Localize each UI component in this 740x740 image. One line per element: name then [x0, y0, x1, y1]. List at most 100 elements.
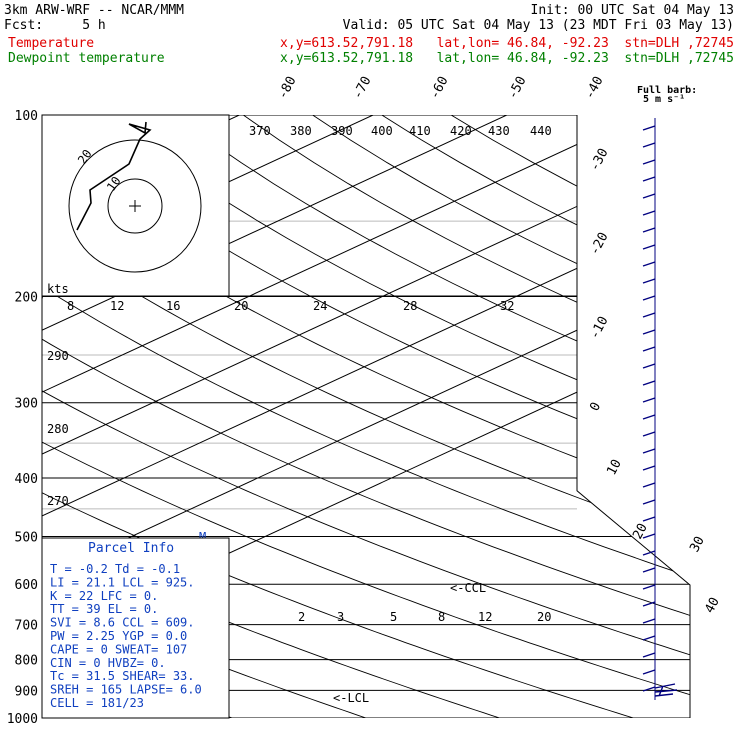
hodo-ring-10 [107, 178, 163, 234]
dry-adiabat [42, 115, 690, 718]
mixing-ratio-label: 20 [537, 610, 551, 624]
wind-barb [642, 278, 656, 284]
temperature-line [0, 115, 5, 485]
wind-barb [642, 193, 656, 199]
hodo-speed-label: 8 [67, 299, 74, 313]
plot-frame-right [576, 115, 691, 718]
wind-barb [642, 499, 656, 505]
theta-label: 380 [290, 124, 312, 138]
isotherm-label: -20 [587, 230, 611, 258]
wind-barb [642, 635, 656, 641]
isotherm-label: 10 [604, 457, 625, 478]
hodograph-trace [76, 121, 152, 231]
parcel-info-row: CAPE = 0 SWEAT= 107 [50, 642, 187, 656]
wind-barb [642, 686, 656, 692]
isobar-label: 800 [15, 654, 38, 669]
theta-label: 390 [331, 124, 353, 138]
isobar-label: 500 [15, 530, 38, 545]
theta-label: 370 [249, 124, 271, 138]
isotherm-label: 30 [687, 534, 708, 555]
isotherm-label: -10 [587, 314, 611, 342]
parcel-info-row: CELL = 181/23 [50, 696, 144, 710]
dry-adiabat [381, 115, 690, 718]
isotherm-line [42, 115, 690, 718]
hodo-speed-unit: kts [47, 282, 69, 296]
isobar-label: 100 [15, 109, 38, 124]
wind-barb [642, 567, 656, 573]
wind-barb-column [642, 118, 678, 700]
temperature-legend: Temperature [8, 36, 95, 51]
parcel-info-frame [41, 537, 230, 719]
theta-side-label: 270 [47, 494, 69, 508]
wind-barb [642, 669, 656, 675]
hodo-ring-label: 10 [104, 174, 124, 194]
mixing-ratio-label: 12 [478, 610, 492, 624]
dry-adiabat [450, 115, 690, 718]
parcel-info-row: CIN = 0 HVBZ= 0. [50, 656, 166, 670]
isotherm-label: 0 [587, 400, 604, 414]
wind-barb [642, 601, 656, 607]
isotherm-line [42, 115, 690, 718]
hodo-speed-label: 12 [110, 299, 124, 313]
wind-barb-surface [654, 683, 678, 697]
isobar-label: 1000 [7, 712, 38, 727]
dry-adiabat [42, 115, 367, 718]
dry-adiabat [42, 115, 690, 718]
model-title: 3km ARW-WRF -- NCAR/MMM [4, 3, 185, 18]
mixing-ratio-label: 2 [298, 610, 305, 624]
wind-barb [642, 312, 656, 318]
isobar-label: 400 [15, 472, 38, 487]
wind-barb [642, 227, 656, 233]
wind-barb [642, 210, 656, 216]
theta-side-label: 290 [47, 349, 69, 363]
hodo-ring-20 [68, 139, 202, 273]
wind-barb [642, 516, 656, 522]
wind-barb [642, 363, 656, 369]
parcel-info-row: PW = 2.25 YGP = 0.0 [50, 629, 187, 643]
isobar-label: 700 [15, 619, 38, 634]
wind-barb [642, 142, 656, 148]
hodo-speed-label: 20 [234, 299, 248, 313]
wind-barb [642, 618, 656, 624]
hodo-speed-label: 32 [500, 299, 514, 313]
forecast-hour: Fcst: 5 h [4, 18, 106, 33]
m-marker: M [199, 530, 206, 544]
hodo-speed-label: 28 [403, 299, 417, 313]
theta-label: 420 [450, 124, 472, 138]
wind-barb [642, 448, 656, 454]
dewpoint-legend: Dewpoint temperature [8, 51, 165, 66]
isotherm-line [42, 115, 641, 718]
isotherm-label: -60 [427, 74, 451, 102]
wind-barb [642, 329, 656, 335]
barb-legend: Full barb: 5 m s⁻¹ [637, 85, 697, 105]
dry-adiabat [42, 115, 690, 718]
wind-barb [642, 346, 656, 352]
isotherm-label: -30 [587, 146, 611, 174]
isotherm-line [42, 115, 508, 718]
dry-adiabat [42, 115, 690, 718]
theta-label: 410 [409, 124, 431, 138]
parcel-info-row: SVI = 8.6 CCL = 609. [50, 616, 195, 630]
wind-barb [642, 533, 656, 539]
parcel-info-row: T = -0.2 Td = -0.1 [50, 562, 180, 576]
wind-barb [642, 482, 656, 488]
wind-barb [642, 380, 656, 386]
dry-adiabat [104, 115, 690, 718]
theta-label: 400 [371, 124, 393, 138]
hodo-ring-label: 20 [75, 147, 95, 167]
parcel-info-row: K = 22 LFC = 0. [50, 589, 158, 603]
init-time: Init: 00 UTC Sat 04 May 13 [530, 3, 735, 18]
isotherm-label: 20 [630, 521, 651, 542]
wind-barb [642, 652, 656, 658]
dry-adiabat [312, 115, 690, 718]
isobar-label: 300 [15, 397, 38, 412]
wind-barb [642, 125, 656, 131]
isobar-label: 600 [15, 578, 38, 593]
dry-adiabat [243, 115, 690, 718]
wind-barb [642, 397, 656, 403]
parcel-info-row: Tc = 31.5 SHEAR= 33. [50, 669, 195, 683]
hodo-speed-label: 24 [313, 299, 327, 313]
dewpoint-location: x,y=613.52,791.18 lat,lon= 46.84, -92.23… [280, 51, 734, 66]
mixing-ratio-label: 5 [390, 610, 397, 624]
